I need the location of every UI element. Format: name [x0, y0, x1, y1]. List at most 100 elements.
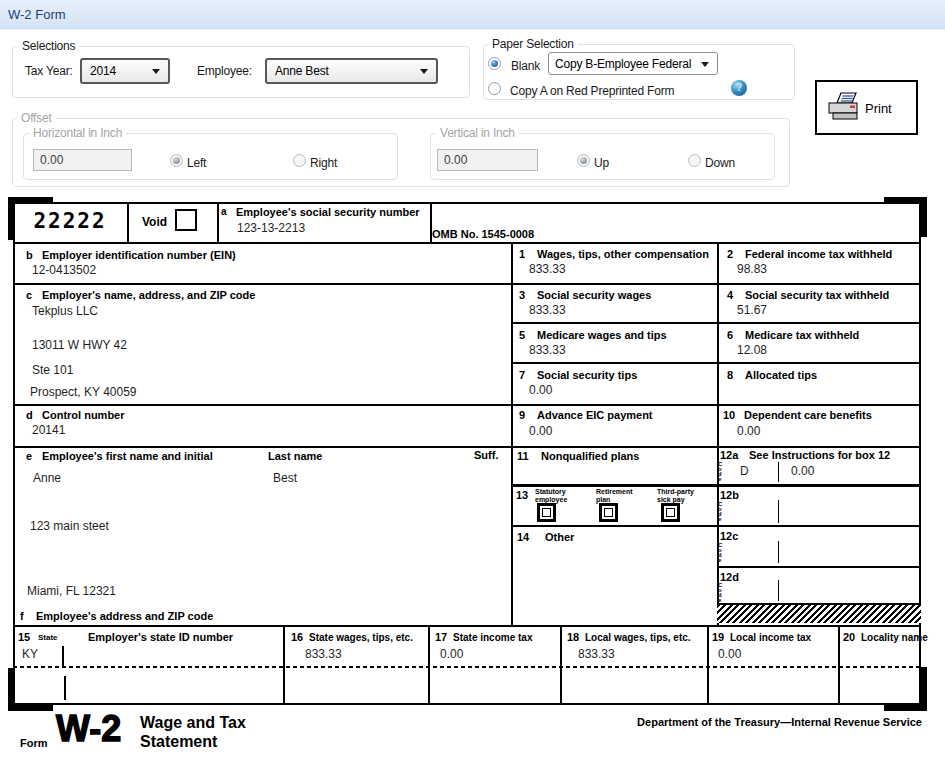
- box2-num: 2: [727, 248, 733, 260]
- box7-label: Social security tips: [537, 369, 637, 381]
- box10-value: 0.00: [737, 424, 760, 438]
- form-line: [717, 566, 921, 568]
- corner-mark: [921, 197, 927, 237]
- employee-city: Miami, FL 12321: [27, 584, 116, 598]
- box-f-prefix: f: [20, 610, 24, 622]
- box9-num: 9: [519, 409, 525, 421]
- box9-value: 0.00: [529, 424, 552, 438]
- tax-year-value: 2014: [90, 64, 116, 78]
- last-name-label: Last name: [268, 450, 322, 462]
- blank-radio[interactable]: [488, 57, 501, 70]
- box13-label-thirdparty: Third-party sick pay: [657, 488, 694, 503]
- form-line: [707, 625, 709, 705]
- form-line: [283, 625, 285, 705]
- dept-treasury: Department of the Treasury—Internal Reve…: [637, 716, 922, 728]
- employee-dropdown[interactable]: Anne Best: [265, 58, 438, 84]
- selections-label: Selections: [18, 39, 79, 53]
- box1-num: 1: [519, 248, 525, 260]
- radio-dot: [491, 60, 498, 67]
- horizontal-offset-input[interactable]: 0.00: [33, 149, 132, 171]
- box12c-num: 12c: [720, 530, 738, 542]
- box6-label: Medicare tax withheld: [745, 329, 859, 341]
- box12d-num: 12d: [720, 571, 739, 583]
- box10-label: Dependent care benefits: [744, 409, 872, 421]
- box4-num: 4: [727, 289, 733, 301]
- box10-num: 10: [723, 409, 735, 421]
- employer-addr1: 13011 W HWY 42: [32, 338, 127, 352]
- box16-num: 16: [291, 631, 303, 643]
- form-line: [13, 202, 921, 204]
- box12a-code: D: [740, 464, 749, 478]
- box9-label: Advance EIC payment: [537, 409, 653, 421]
- box1-value: 833.33: [529, 262, 566, 276]
- form-line: [64, 676, 66, 700]
- box8-label: Allocated tips: [745, 369, 817, 381]
- box18-value: 833.33: [578, 647, 615, 661]
- ssn-value: 123-13-2213: [237, 221, 305, 235]
- box14-num: 14: [517, 531, 529, 543]
- form-line: [778, 580, 779, 601]
- form-line: [919, 202, 921, 705]
- up-radio[interactable]: [577, 154, 590, 167]
- control-number: 20141: [32, 423, 65, 437]
- down-radio-label: Down: [705, 156, 735, 170]
- box12a-code-label: Code: [718, 462, 723, 482]
- chevron-down-icon: [701, 62, 709, 67]
- suff-label: Suff.: [474, 449, 498, 461]
- box16-label: State wages, tips, etc.: [309, 632, 413, 643]
- box1-label: Wages, tips, other compensation: [537, 248, 709, 260]
- box6-value: 12.08: [737, 343, 767, 357]
- vertical-offset-input[interactable]: 0.00: [437, 149, 538, 171]
- box4-value: 51.67: [737, 303, 767, 317]
- form-line: [511, 322, 921, 324]
- employer-name: Tekplus LLC: [32, 304, 98, 318]
- form-line: [838, 625, 840, 705]
- corner-mark: [884, 705, 927, 711]
- form-line: [62, 646, 64, 666]
- last-name: Best: [273, 471, 297, 485]
- box4-label: Social security tax withheld: [745, 289, 889, 301]
- tax-year-dropdown[interactable]: 2014: [80, 58, 170, 84]
- box5-label: Medicare wages and tips: [537, 329, 667, 341]
- box-d-label: Control number: [42, 409, 125, 421]
- dashed-line: [13, 666, 921, 668]
- form-line: [778, 541, 779, 563]
- form-code-22222: 22222: [13, 209, 127, 233]
- void-checkbox: [175, 209, 197, 231]
- copy-a-radio-label: Copy A on Red Preprinted Form: [510, 84, 674, 98]
- tax-year-label: Tax Year:: [25, 64, 73, 78]
- right-radio[interactable]: [293, 154, 306, 167]
- box-b-prefix: b: [26, 249, 33, 261]
- box13-label-retirement: Retirement plan: [596, 488, 633, 503]
- box14-label: Other: [545, 531, 574, 543]
- blank-radio-label: Blank: [511, 59, 540, 73]
- form-line: [217, 202, 219, 242]
- box7-value: 0.00: [529, 383, 552, 397]
- box-a-prefix: a: [221, 206, 227, 217]
- form-line: [778, 500, 779, 523]
- w2-form-window: W-2 Form Selections Tax Year: 2014 Emplo…: [0, 0, 945, 766]
- box-e-prefix: e: [26, 450, 32, 462]
- left-radio[interactable]: [170, 154, 183, 167]
- copy-type-dropdown[interactable]: Copy B-Employee Federal: [548, 52, 718, 75]
- box12c-code-label: Code: [718, 543, 723, 563]
- paper-selection-label: Paper Selection: [488, 37, 578, 51]
- title-bar: W-2 Form: [0, 0, 945, 30]
- form-line: [13, 446, 921, 448]
- box13-label-statutory: Statutory employee: [535, 488, 567, 503]
- print-button-label: Print: [865, 101, 892, 116]
- first-name: Anne: [33, 471, 61, 485]
- down-radio[interactable]: [688, 154, 701, 167]
- vertical-label: Vertical in Inch: [436, 126, 519, 140]
- box8-num: 8: [727, 369, 733, 381]
- box3-value: 833.33: [529, 303, 566, 317]
- box12b-num: 12b: [720, 489, 739, 501]
- print-button[interactable]: Print: [815, 80, 918, 135]
- box11-label: Nonqualified plans: [541, 450, 639, 462]
- copy-a-radio[interactable]: [488, 82, 501, 95]
- box15-label: State: [38, 633, 58, 642]
- box18-label: Local wages, tips, etc.: [585, 632, 691, 643]
- box5-value: 833.33: [529, 343, 566, 357]
- form-line: [511, 242, 513, 625]
- help-icon[interactable]: ?: [731, 80, 747, 96]
